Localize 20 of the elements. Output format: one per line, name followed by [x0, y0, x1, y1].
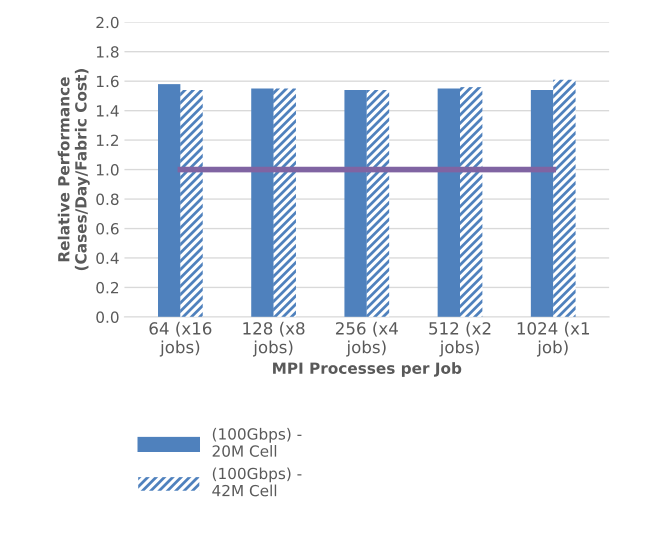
y-tick-label: 0.4 [96, 252, 119, 264]
y-tick-label: 1.8 [96, 46, 119, 58]
y-tick-label: 0.8 [96, 194, 119, 206]
y-tick-label: 1.0 [96, 164, 119, 176]
x-axis-title: MPI Processes per Job [273, 362, 462, 377]
y-tick-label: 1.6 [96, 76, 119, 88]
y-tick-label: 0.2 [96, 282, 118, 294]
y-axis-title: Relative Performance (Cases/Day/Fabric Cost) [58, 69, 90, 270]
x-tick-label: 64 (x16 jobs) [150, 322, 212, 357]
y-tick-label: 0.0 [96, 311, 119, 323]
legend-label: (100Gbps) - 20M Cell [212, 428, 302, 457]
x-tick-label: 1024 (x1 job) [518, 322, 590, 357]
y-tick-label: 2.0 [96, 16, 119, 28]
x-tick-label: 256 (x4 jobs) [336, 322, 398, 357]
legend-label: (100Gbps) - 42M Cell [212, 467, 302, 496]
x-tick-label: 512 (x2 jobs) [429, 322, 490, 357]
y-tick-label: 1.2 [96, 134, 118, 146]
x-tick-label: 128 (x8 jobs) [243, 322, 304, 357]
y-tick-label: 1.4 [96, 105, 119, 116]
y-tick-label: 0.6 [96, 222, 119, 235]
